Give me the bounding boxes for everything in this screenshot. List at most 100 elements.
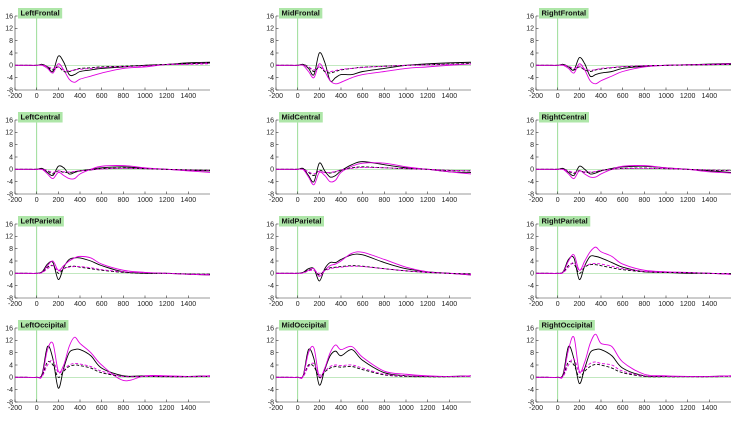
y-tick-label: -8	[7, 191, 13, 198]
panel-title: LeftOccipital	[21, 321, 66, 330]
x-tick-label: 0	[556, 405, 560, 412]
series-line-magenta-solid	[15, 255, 211, 276]
y-tick-label: 0	[270, 167, 274, 174]
x-tick-label: 1200	[159, 405, 175, 412]
x-tick-label: 800	[378, 93, 390, 100]
x-tick-label: 1200	[159, 301, 175, 308]
y-tick-label: 16	[5, 117, 13, 124]
x-tick-label: 200	[573, 301, 585, 308]
x-tick-label: 1400	[442, 301, 458, 308]
x-tick-label: 400	[595, 405, 607, 412]
x-tick-label: 200	[313, 405, 325, 412]
x-tick-label: -200	[269, 93, 283, 100]
y-tick-label: 4	[530, 362, 534, 369]
x-tick-label: 800	[117, 197, 129, 204]
y-tick-label: 12	[526, 130, 534, 137]
y-tick-label: 12	[266, 234, 274, 241]
y-tick-label: 4	[9, 258, 13, 265]
x-tick-label: -200	[529, 197, 543, 204]
y-tick-label: 16	[5, 325, 13, 332]
x-tick-label: -200	[529, 93, 543, 100]
x-tick-label: 200	[573, 405, 585, 412]
panel-title-badge	[18, 320, 69, 331]
y-tick-label: -8	[7, 295, 13, 302]
y-tick-label: 0	[9, 167, 13, 174]
x-tick-label: 800	[378, 197, 390, 204]
x-tick-label: 1000	[398, 197, 414, 204]
y-tick-label: 0	[270, 63, 274, 70]
x-tick-label: 1400	[181, 301, 197, 308]
y-tick-label: 16	[5, 221, 13, 228]
x-tick-label: 600	[357, 93, 369, 100]
x-tick-label: 800	[117, 405, 129, 412]
series-line-magenta-dashed	[276, 265, 472, 275]
series-line-black-dashed	[276, 63, 472, 74]
x-tick-label: 1200	[680, 93, 696, 100]
x-tick-label: 0	[556, 301, 560, 308]
y-tick-label: 0	[9, 271, 13, 278]
y-tick-label: 0	[270, 271, 274, 278]
series-line-magenta-dashed	[15, 63, 211, 72]
x-tick-label: 0	[35, 93, 39, 100]
y-tick-label: -4	[7, 179, 13, 186]
y-tick-label: -8	[528, 87, 534, 94]
y-tick-label: -4	[528, 387, 534, 394]
x-tick-label: 600	[357, 197, 369, 204]
y-tick-label: 8	[270, 350, 274, 357]
y-tick-label: 16	[266, 325, 274, 332]
x-tick-label: 0	[556, 93, 560, 100]
x-tick-label: 1400	[181, 93, 197, 100]
y-tick-label: 16	[526, 325, 534, 332]
series-line-magenta-solid	[536, 165, 732, 180]
y-tick-label: 16	[526, 117, 534, 124]
y-tick-label: -4	[268, 179, 274, 186]
x-tick-label: 600	[617, 93, 629, 100]
y-tick-label: -4	[268, 387, 274, 394]
panel-title-badge	[18, 112, 63, 123]
x-tick-label: 200	[313, 197, 325, 204]
y-tick-label: -8	[528, 295, 534, 302]
x-tick-label: 0	[296, 301, 300, 308]
x-tick-label: 600	[96, 301, 108, 308]
x-tick-label: 400	[74, 93, 86, 100]
x-tick-label: 1200	[420, 197, 436, 204]
x-tick-label: 400	[595, 197, 607, 204]
y-tick-label: 8	[270, 142, 274, 149]
series-line-magenta-solid	[15, 165, 211, 180]
x-tick-label: 1200	[420, 93, 436, 100]
y-tick-label: 8	[530, 38, 534, 45]
y-tick-label: 4	[270, 50, 274, 57]
series-line-magenta-dashed	[536, 262, 732, 275]
x-tick-label: 1000	[658, 301, 674, 308]
x-tick-label: 600	[617, 301, 629, 308]
y-tick-label: -4	[268, 283, 274, 290]
panel-title: RightFrontal	[542, 9, 587, 18]
x-tick-label: 1000	[398, 405, 414, 412]
x-tick-label: 200	[313, 93, 325, 100]
panel-right-occipital: -8 -4 0 4 8 12 16 -200 0 200 400 600 800 1000 1200 1400…	[526, 320, 732, 412]
y-tick-label: 0	[530, 167, 534, 174]
x-tick-label: 800	[117, 93, 129, 100]
panel-title: MidParietal	[282, 217, 322, 226]
y-tick-label: -4	[7, 75, 13, 82]
series-line-black-solid	[536, 57, 732, 78]
y-tick-label: 4	[9, 362, 13, 369]
x-tick-label: 400	[335, 301, 347, 308]
y-tick-label: -8	[7, 87, 13, 94]
panel-title: LeftCentral	[21, 113, 61, 122]
y-tick-label: 4	[9, 50, 13, 57]
series-line-magenta-solid	[276, 162, 472, 186]
series-line-magenta-dashed	[15, 265, 211, 275]
x-tick-label: 1000	[658, 197, 674, 204]
x-tick-label: 0	[35, 405, 39, 412]
series-line-magenta-dashed	[536, 358, 732, 379]
y-tick-label: -4	[528, 179, 534, 186]
panel-title: LeftParietal	[21, 217, 62, 226]
y-tick-label: 12	[5, 26, 13, 33]
series-line-black-dashed	[276, 166, 472, 176]
x-tick-label: 600	[96, 405, 108, 412]
series-line-magenta-dashed	[536, 167, 732, 173]
x-tick-label: 400	[595, 301, 607, 308]
